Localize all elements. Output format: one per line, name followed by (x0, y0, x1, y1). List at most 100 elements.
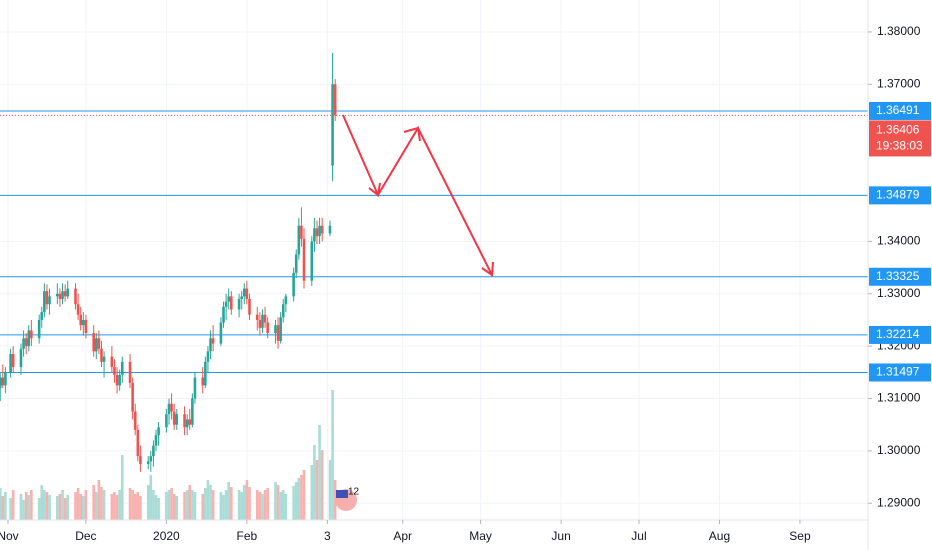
candle-body (152, 445, 155, 457)
x-tick-label: Jul (631, 529, 646, 543)
volume-bar (240, 492, 243, 520)
candle-body (110, 356, 114, 368)
level-label: 1.33325 (876, 269, 920, 283)
level-label: 1.34879 (876, 188, 920, 202)
volume-bar (157, 498, 160, 520)
volume-bar (248, 487, 251, 520)
candle-body (276, 325, 280, 341)
volume-bar (136, 492, 140, 520)
candle-layer (0, 52, 337, 472)
x-tick-label: Dec (75, 529, 96, 543)
volume-bar (170, 488, 173, 520)
candle-body (115, 374, 119, 386)
volume-bar (115, 495, 119, 520)
level-badge (869, 363, 931, 382)
y-tick-label: 1.31000 (877, 391, 921, 405)
candle-body (1, 377, 5, 386)
y-tick-label: 1.33000 (877, 286, 921, 300)
candle-body (279, 317, 282, 341)
candle-body (294, 254, 298, 273)
candle-body (45, 291, 49, 305)
volume-bar (209, 485, 212, 520)
volume-bar (45, 492, 49, 520)
x-tick-label: 2020 (153, 529, 180, 543)
volume-bar (58, 494, 62, 520)
price-label: 1.36406 (876, 123, 920, 137)
candle-body (209, 338, 212, 352)
candle-body (66, 288, 70, 297)
candle-body (118, 374, 121, 386)
candle-body (292, 272, 295, 297)
volume-bar (27, 495, 31, 520)
candle-body (128, 361, 132, 383)
level-lines (0, 110, 868, 373)
volume-bar (201, 494, 205, 520)
candle-body (261, 314, 264, 328)
volume-layer (0, 390, 337, 520)
candle-body (100, 348, 103, 362)
candle-body (331, 84, 334, 166)
candle-body (318, 225, 321, 237)
volume-bar (318, 425, 321, 520)
volume-bar (79, 494, 83, 520)
candle-body (281, 304, 285, 318)
volume-bar (22, 500, 25, 520)
x-tick-label: May (469, 529, 492, 543)
candle-body (193, 377, 197, 399)
candle-body (131, 382, 134, 412)
x-tick-label: Apr (393, 529, 412, 543)
candle-body (315, 228, 319, 237)
candle-body (258, 319, 262, 328)
candle-body (56, 293, 59, 297)
volume-bar (284, 494, 288, 520)
candle-body (79, 314, 83, 326)
volume-bar (297, 478, 301, 520)
volume-bar (292, 486, 295, 520)
volume-bar (302, 470, 306, 520)
volume-bar (48, 495, 51, 520)
volume-bar (219, 492, 223, 520)
candle-body (300, 225, 303, 239)
candle-body (219, 322, 223, 344)
grid (0, 0, 868, 520)
candle-body (97, 338, 101, 349)
candle-body (206, 351, 210, 362)
candle-body (302, 238, 306, 281)
volume-bar (310, 465, 314, 520)
event-flag: 12 (335, 487, 360, 511)
candle-body (242, 288, 246, 297)
volume-bar (320, 450, 324, 520)
drawing-arrows (342, 114, 494, 277)
candle-body (245, 288, 249, 300)
volume-bar (315, 460, 319, 520)
candle-body (333, 84, 337, 116)
candle-body (191, 398, 194, 425)
candle-body (230, 296, 233, 310)
volume-bar (131, 490, 134, 520)
volume-bar (331, 390, 334, 520)
x-tick-label: Aug (709, 529, 730, 543)
candle-body (167, 403, 171, 415)
candle-body (154, 435, 158, 446)
candle-body (183, 414, 186, 428)
price-badge (869, 120, 931, 157)
x-tick-label: Jun (551, 529, 570, 543)
candle-body (94, 338, 98, 352)
volume-bar (30, 490, 33, 520)
volume-bar (263, 490, 267, 520)
candle-body (320, 225, 324, 234)
countdown-label: 19:38:03 (876, 139, 923, 153)
volume-bar (193, 492, 197, 520)
candle-body (175, 414, 179, 425)
volume-bar (274, 482, 277, 520)
volume-bar (113, 492, 116, 520)
candle-body (222, 306, 225, 323)
level-badge (869, 267, 931, 286)
axes: 1.380001.370001.340001.330001.320001.310… (0, 24, 921, 543)
candle-body (170, 403, 173, 412)
candle-body (266, 322, 269, 334)
volume-bar (237, 490, 241, 520)
arrow-head (481, 261, 494, 277)
volume-bar (120, 455, 124, 520)
